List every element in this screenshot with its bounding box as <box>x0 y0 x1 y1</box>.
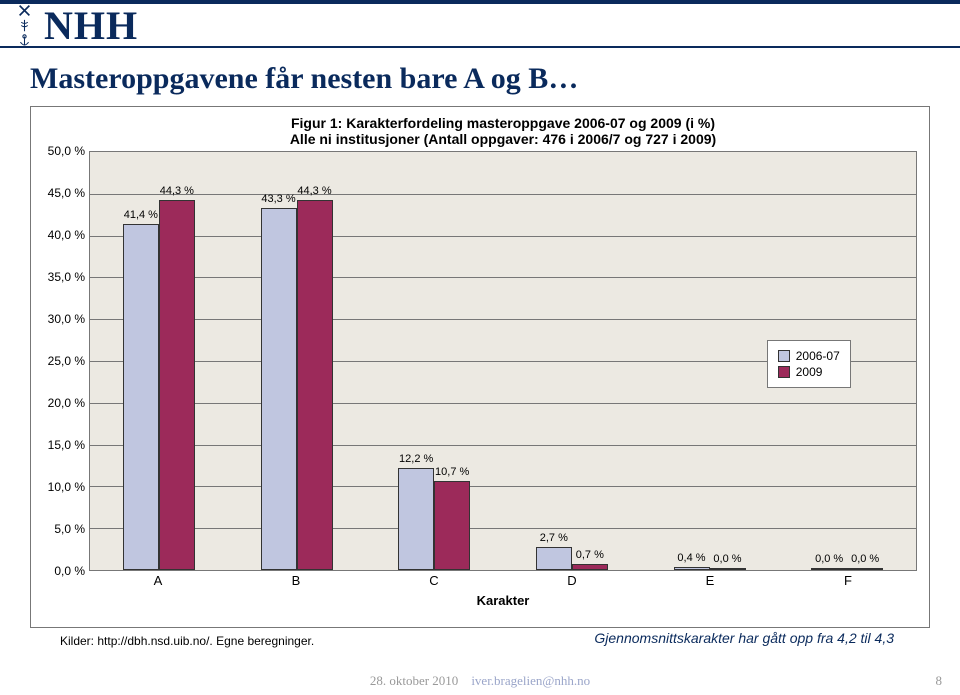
x-tick-label: A <box>154 573 163 588</box>
x-tick-label: C <box>429 573 438 588</box>
legend-label: 2006-07 <box>796 349 840 363</box>
x-tick-label: B <box>292 573 301 588</box>
gridline <box>90 319 916 320</box>
gridline <box>90 445 916 446</box>
y-tick-label: 10,0 % <box>48 480 85 494</box>
y-tick-label: 20,0 % <box>48 396 85 410</box>
y-tick-label: 30,0 % <box>48 312 85 326</box>
y-tick-label: 40,0 % <box>48 228 85 242</box>
x-tick-label: D <box>567 573 576 588</box>
bar-value-label: 41,4 % <box>124 209 158 221</box>
legend-swatch <box>778 366 790 378</box>
bar-value-label: 10,7 % <box>435 466 469 478</box>
bar-value-label: 0,0 % <box>713 553 741 565</box>
chart-frame: Figur 1: Karakterfordeling masteroppgave… <box>30 106 930 628</box>
legend-label: 2009 <box>796 365 823 379</box>
bar-group: 41,4 %44,3 % <box>123 152 195 570</box>
gridline <box>90 277 916 278</box>
bar-value-label: 0,0 % <box>851 553 879 565</box>
bar: 0,0 % <box>847 568 883 570</box>
bar: 44,3 % <box>297 200 333 570</box>
crest-column <box>8 4 40 47</box>
bar-value-label: 0,7 % <box>576 549 604 561</box>
bar-group: 2,7 %0,7 % <box>536 152 608 570</box>
footer-email: iver.bragelien@nhh.no <box>471 673 590 688</box>
gridline <box>90 236 916 237</box>
anchor-icon <box>18 34 31 47</box>
bar: 44,3 % <box>159 200 195 570</box>
bar-group: 43,3 %44,3 % <box>261 152 333 570</box>
bar-value-label: 44,3 % <box>297 185 331 197</box>
gridline <box>90 403 916 404</box>
y-tick-label: 50,0 % <box>48 144 85 158</box>
bar: 0,0 % <box>811 568 847 570</box>
legend-item: 2009 <box>778 365 840 379</box>
bar-value-label: 44,3 % <box>160 185 194 197</box>
gridline <box>90 194 916 195</box>
bar-value-label: 0,0 % <box>815 553 843 565</box>
y-tick-label: 35,0 % <box>48 270 85 284</box>
bar-group: 0,4 %0,0 % <box>674 152 746 570</box>
gridline <box>90 486 916 487</box>
bar: 0,4 % <box>674 567 710 570</box>
bar-value-label: 12,2 % <box>399 453 433 465</box>
chart-subtitle: Alle ni institusjoner (Antall oppgaver: … <box>89 131 917 147</box>
header-bar: NHH <box>0 0 960 48</box>
page-title: Masteroppgavene får nesten bare A og B… <box>30 62 930 96</box>
bar: 2,7 % <box>536 547 572 570</box>
bar: 10,7 % <box>434 481 470 570</box>
y-tick-label: 25,0 % <box>48 354 85 368</box>
x-tick-label: F <box>844 573 852 588</box>
y-tick-label: 15,0 % <box>48 438 85 452</box>
bar-value-label: 2,7 % <box>540 532 568 544</box>
x-tick-label: E <box>706 573 715 588</box>
bar-group: 12,2 %10,7 % <box>398 152 470 570</box>
legend: 2006-07 2009 <box>767 340 851 388</box>
logo-text: NHH <box>44 6 138 46</box>
y-tick-label: 0,0 % <box>54 564 85 578</box>
y-tick-label: 5,0 % <box>54 522 85 536</box>
gridline <box>90 528 916 529</box>
caduceus-icon <box>18 19 31 32</box>
footer: 28. oktober 2010 iver.bragelien@nhh.no <box>0 673 960 689</box>
crossed-tools-icon <box>18 4 31 17</box>
bar: 12,2 % <box>398 468 434 570</box>
footer-date: 28. oktober 2010 <box>370 673 458 688</box>
x-axis-labels: A B C D E F <box>89 573 917 591</box>
bar: 41,4 % <box>123 224 159 570</box>
bar-value-label: 43,3 % <box>261 193 295 205</box>
legend-swatch <box>778 350 790 362</box>
x-axis-title: Karakter <box>89 593 917 608</box>
main-content: Masteroppgavene får nesten bare A og B… … <box>0 48 960 646</box>
y-tick-label: 45,0 % <box>48 186 85 200</box>
y-axis-labels: 0,0 %5,0 %10,0 %15,0 %20,0 %25,0 %30,0 %… <box>35 151 85 571</box>
bar: 0,0 % <box>710 568 746 570</box>
legend-item: 2006-07 <box>778 349 840 363</box>
bar: 43,3 % <box>261 208 297 570</box>
bar: 0,7 % <box>572 564 608 570</box>
chart-title: Figur 1: Karakterfordeling masteroppgave… <box>89 115 917 131</box>
bar-value-label: 0,4 % <box>677 552 705 564</box>
page-number: 8 <box>936 673 943 689</box>
plot-wrap: 0,0 %5,0 %10,0 %15,0 %20,0 %25,0 %30,0 %… <box>89 151 917 571</box>
